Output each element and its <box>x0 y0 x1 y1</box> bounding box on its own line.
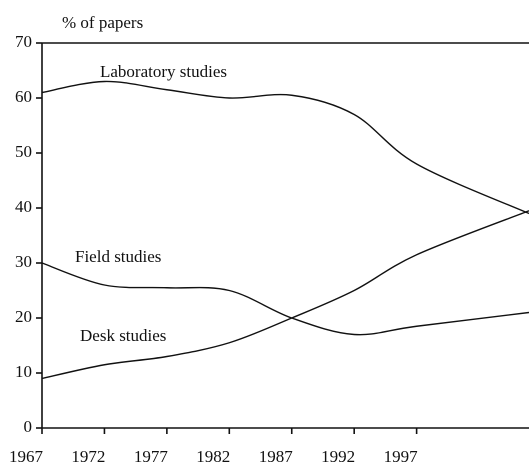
y-tick-label: 10 <box>15 362 32 381</box>
y-tick-label: 0 <box>24 417 33 436</box>
series-label: Laboratory studies <box>100 62 227 81</box>
y-tick-label: 20 <box>15 307 32 326</box>
series-line <box>41 262 529 336</box>
x-tick-label: 1972 <box>71 447 105 466</box>
y-tick-label: 40 <box>15 197 32 216</box>
series-line <box>41 210 529 380</box>
x-tick-label: 1982 <box>196 447 230 466</box>
y-tick-label: 60 <box>15 87 32 106</box>
x-tick-label: 1992 <box>321 447 355 466</box>
series-line <box>41 80 529 215</box>
x-tick-label: 1987 <box>259 447 294 466</box>
series-label: Field studies <box>75 247 161 266</box>
x-tick-label: 1997 <box>384 447 419 466</box>
x-tick-label: 1967 <box>9 447 44 466</box>
y-tick-label: 70 <box>15 32 32 51</box>
x-tick-label: 1977 <box>134 447 169 466</box>
series-label: Desk studies <box>80 326 166 345</box>
y-axis-label: % of papers <box>62 13 143 32</box>
y-tick-label: 50 <box>15 142 32 161</box>
y-tick-label: 30 <box>15 252 32 271</box>
